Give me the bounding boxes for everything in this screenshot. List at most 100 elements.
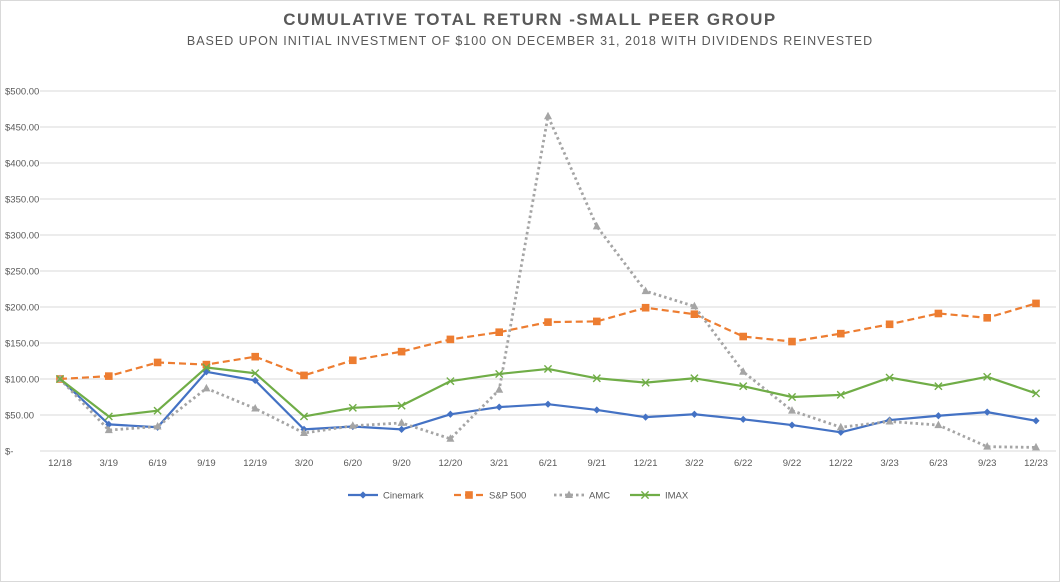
data-point-s-p-500 xyxy=(885,320,894,329)
data-point-imax xyxy=(739,382,748,391)
data-point-imax xyxy=(885,373,894,382)
data-point-imax xyxy=(641,378,650,387)
data-point-amc xyxy=(300,428,308,436)
data-point-amc xyxy=(983,442,992,450)
data-point-imax xyxy=(446,377,455,386)
legend-marker-cinemark xyxy=(359,491,367,499)
legend-item-cinemark: Cinemark xyxy=(348,491,424,502)
chart-subtitle: BASED UPON INITIAL INVESTMENT OF $100 ON… xyxy=(186,34,874,48)
data-point-cinemark xyxy=(251,376,259,385)
data-point-amc xyxy=(592,221,601,230)
y-tick-label: $450.00 xyxy=(5,123,39,134)
data-point-s-p-500 xyxy=(446,335,455,344)
data-point-amc xyxy=(348,421,357,429)
data-point-amc xyxy=(495,385,504,393)
series-line-amc xyxy=(58,114,1037,449)
data-point-s-p-500 xyxy=(397,347,406,356)
data-point-s-p-500 xyxy=(739,332,747,341)
data-point-s-p-500 xyxy=(837,329,845,338)
legend-label-cinemark: Cinemark xyxy=(383,491,424,502)
legend-label-amc: AMC xyxy=(589,491,610,502)
data-point-amc xyxy=(739,367,748,375)
series-imax xyxy=(55,363,1041,421)
y-tick-label: $200.00 xyxy=(5,303,39,314)
data-point-amc xyxy=(104,425,113,434)
data-point-imax xyxy=(934,382,943,391)
legend-label-s-p-500: S&P 500 xyxy=(489,491,526,502)
data-point-amc xyxy=(397,418,406,426)
data-point-amc xyxy=(1032,442,1040,451)
data-point-amc xyxy=(934,420,943,429)
data-point-imax xyxy=(202,363,211,372)
data-point-amc xyxy=(153,422,162,430)
data-point-imax xyxy=(592,374,601,383)
data-point-s-p-500 xyxy=(690,310,699,318)
x-tick-label: 9/23 xyxy=(978,458,997,469)
data-point-imax xyxy=(983,372,992,381)
data-point-s-p-500 xyxy=(202,360,211,369)
data-point-amc xyxy=(251,404,260,412)
data-point-cinemark xyxy=(105,420,113,428)
data-point-cinemark xyxy=(739,415,747,423)
y-axis: $- $50.00 $100.00 $150.00 $200.00 $250.00 $300… xyxy=(5,87,39,458)
y-tick-label: $- xyxy=(5,447,13,458)
data-point-amc xyxy=(690,301,699,310)
data-point-cinemark xyxy=(1032,417,1040,425)
data-point-s-p-500 xyxy=(788,337,796,346)
y-tick-label: $250.00 xyxy=(5,267,39,278)
data-point-cinemark xyxy=(446,410,454,418)
x-tick-label: 9/20 xyxy=(392,458,411,469)
data-point-cinemark xyxy=(593,406,601,414)
data-point-s-p-500 xyxy=(495,328,503,336)
data-point-imax xyxy=(543,364,553,374)
data-point-imax xyxy=(299,412,309,421)
x-tick-label: 12/20 xyxy=(439,458,463,469)
x-tick-label: 3/22 xyxy=(685,458,704,469)
data-point-imax xyxy=(1031,389,1041,398)
y-tick-label: $300.00 xyxy=(5,231,39,242)
y-tick-label: $350.00 xyxy=(5,195,39,206)
data-point-s-p-500 xyxy=(934,309,943,318)
x-tick-label: 6/23 xyxy=(929,458,948,469)
data-point-s-p-500 xyxy=(593,317,601,326)
data-point-amc xyxy=(641,286,650,295)
x-tick-label: 3/19 xyxy=(100,458,119,469)
data-point-cinemark xyxy=(690,410,698,418)
y-tick-label: $400.00 xyxy=(5,159,39,170)
data-point-s-p-500 xyxy=(641,303,650,312)
x-tick-label: 6/19 xyxy=(148,458,167,469)
x-tick-label: 12/22 xyxy=(829,458,853,469)
x-tick-label: 6/20 xyxy=(344,458,363,469)
x-tick-label: 6/22 xyxy=(734,458,753,469)
legend-item-imax: IMAX xyxy=(630,491,689,502)
y-tick-label: $50.00 xyxy=(5,411,34,422)
data-point-imax xyxy=(153,406,162,415)
legend: Cinemark S&P 500 AMC IMAX xyxy=(348,490,689,502)
x-tick-label: 12/21 xyxy=(634,458,658,469)
x-tick-label: 9/22 xyxy=(783,458,802,469)
data-point-cinemark xyxy=(934,412,942,420)
data-point-cinemark xyxy=(837,428,845,436)
chart-title: CUMULATIVE TOTAL RETURN -SMALL PEER GROU… xyxy=(283,10,777,29)
x-tick-label: 9/19 xyxy=(197,458,216,469)
data-point-cinemark xyxy=(788,421,796,429)
data-point-amc xyxy=(544,111,552,120)
data-point-imax xyxy=(836,390,845,399)
data-point-s-p-500 xyxy=(251,352,259,361)
x-tick-label: 9/21 xyxy=(588,458,607,469)
data-point-s-p-500 xyxy=(544,318,552,326)
data-point-amc xyxy=(836,422,845,431)
data-point-s-p-500 xyxy=(349,356,357,365)
data-point-imax xyxy=(348,403,357,412)
series-group xyxy=(55,111,1041,451)
data-point-s-p-500 xyxy=(983,314,991,322)
legend-label-imax: IMAX xyxy=(665,491,689,502)
data-point-cinemark xyxy=(983,408,991,416)
data-point-imax xyxy=(55,374,65,384)
data-point-imax xyxy=(690,374,699,383)
y-tick-label: $100.00 xyxy=(5,375,39,386)
x-tick-label: 6/21 xyxy=(539,458,558,469)
x-tick-label: 3/20 xyxy=(295,458,314,469)
